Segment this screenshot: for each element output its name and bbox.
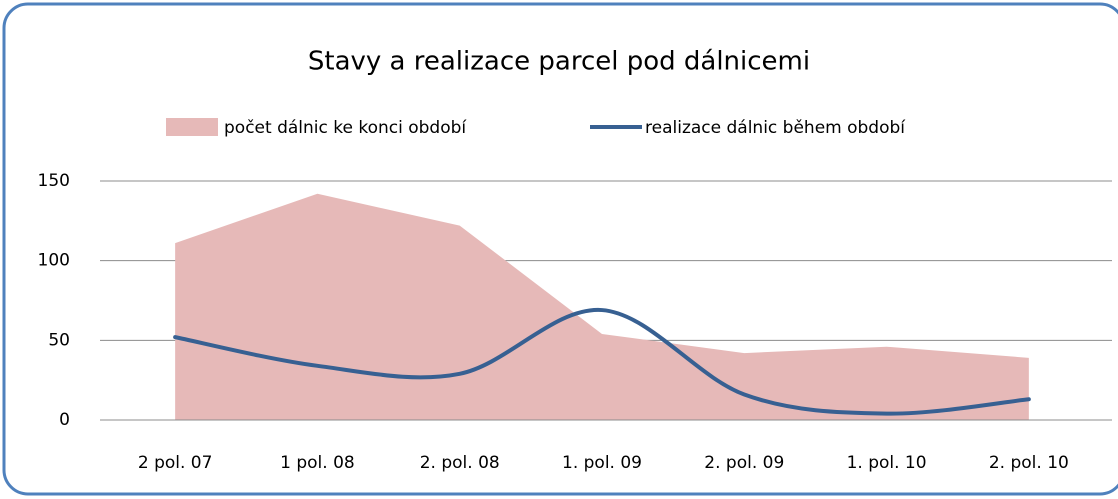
y-tick-label: 50 [48,330,70,350]
x-tick-label: 1. pol. 10 [847,453,927,473]
area [175,193,1029,420]
legend-label: počet dálnic ke konci období [224,118,467,138]
x-tick-label: 2. pol. 08 [420,453,500,473]
y-tick-label: 100 [38,251,70,271]
y-tick-label: 0 [59,410,70,430]
legend-label: realizace dálnic během období [645,118,906,138]
y-tick-label: 150 [38,171,70,191]
x-tick-label: 1 pol. 08 [280,453,355,473]
x-tick-label: 2 pol. 07 [138,453,213,473]
legend-swatch [166,118,218,136]
x-tick-label: 2. pol. 10 [989,453,1069,473]
legend: počet dálnic ke konci období realizace dá… [166,118,906,138]
x-tick-label: 2. pol. 09 [704,453,784,473]
line [173,308,1031,416]
chart-title: Stavy a realizace parcel pod dálnicemi [308,47,810,77]
x-tick-label: 1. pol. 09 [562,453,642,473]
